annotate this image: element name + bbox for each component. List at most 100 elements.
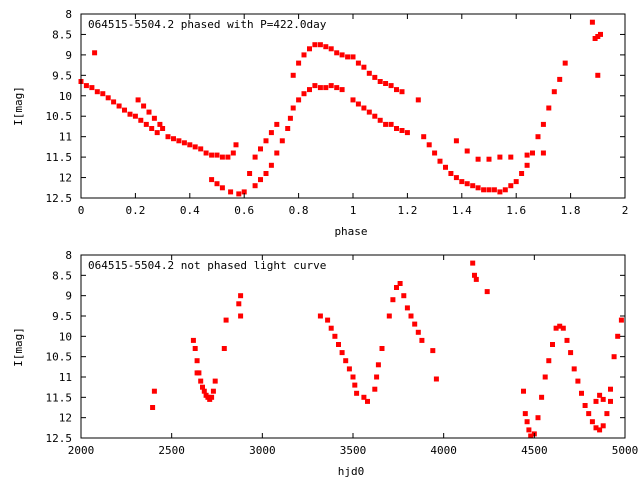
- bottom-y-axis-label: I[mag]: [12, 327, 25, 367]
- bottom-y-tick-label: 8.5: [52, 269, 72, 282]
- top-data-point: [513, 179, 519, 185]
- top-data-point: [383, 81, 389, 86]
- top-x-tick-label: 1.6: [506, 204, 526, 217]
- top-data-point: [453, 175, 459, 181]
- bottom-data-point: [397, 281, 403, 286]
- bottom-data-point: [404, 305, 410, 311]
- top-data-point: [453, 138, 459, 144]
- top-data-point: [475, 185, 481, 191]
- bottom-data-point: [472, 272, 477, 278]
- top-data-point: [592, 36, 598, 41]
- top-x-tick-label: 0: [78, 204, 85, 217]
- top-data-point: [290, 105, 296, 111]
- top-data-point: [491, 187, 497, 193]
- top-y-tick-label: 12.5: [46, 192, 73, 205]
- bottom-data-point: [473, 276, 479, 282]
- bottom-data-point: [238, 293, 244, 299]
- top-data-point: [470, 183, 476, 189]
- top-data-point: [92, 50, 98, 56]
- top-data-point: [122, 107, 127, 113]
- top-y-tick-label: 8: [65, 8, 72, 21]
- top-data-point: [127, 111, 133, 117]
- bottom-data-point: [600, 423, 606, 429]
- top-data-point: [301, 52, 307, 58]
- bottom-data-point: [210, 388, 216, 394]
- bottom-y-tick-label: 8: [65, 249, 72, 262]
- top-data-point: [394, 126, 399, 131]
- bottom-data-point: [615, 333, 621, 339]
- bottom-data-point: [597, 427, 603, 433]
- top-data-point: [187, 142, 193, 148]
- top-data-point: [323, 44, 329, 50]
- top-data-point: [519, 171, 525, 176]
- top-data-point: [214, 181, 220, 187]
- top-data-point: [377, 79, 383, 84]
- top-data-point: [432, 150, 438, 156]
- top-data-point: [437, 158, 443, 164]
- top-y-axis-label: I[mag]: [12, 86, 25, 126]
- top-x-axis-label: phase: [334, 225, 367, 238]
- top-data-point: [258, 146, 263, 152]
- top-data-point: [399, 128, 405, 133]
- top-data-point: [230, 150, 236, 156]
- bottom-x-tick-label: 2000: [68, 444, 95, 457]
- bottom-data-point: [194, 358, 200, 364]
- top-data-point: [317, 42, 323, 48]
- bottom-y-tick-label: 9.5: [52, 310, 72, 323]
- top-data-point: [89, 85, 95, 91]
- top-data-point: [116, 103, 122, 109]
- top-data-point: [219, 185, 225, 191]
- bottom-data-point: [557, 323, 563, 329]
- bottom-data-point: [339, 350, 345, 356]
- top-data-point: [233, 142, 239, 148]
- top-data-point: [557, 76, 563, 82]
- top-x-tick-label: 0.2: [125, 204, 145, 217]
- top-x-tick-label: 1: [350, 204, 357, 217]
- bottom-data-point: [194, 370, 200, 376]
- top-data-point: [105, 95, 111, 101]
- bottom-data-point: [542, 374, 548, 380]
- bottom-data-point: [350, 374, 356, 380]
- top-data-point: [160, 126, 166, 131]
- top-data-point: [546, 105, 552, 111]
- bottom-y-tick-label: 11.5: [46, 391, 73, 404]
- top-data-point: [481, 187, 487, 193]
- bottom-y-tick-label: 10: [59, 330, 72, 343]
- bottom-data-point: [575, 378, 581, 384]
- top-data-point: [508, 183, 514, 189]
- top-data-point: [203, 150, 209, 156]
- bottom-data-point: [553, 325, 559, 331]
- top-x-tick-label: 0.4: [180, 204, 200, 217]
- top-data-point: [247, 171, 253, 176]
- bottom-y-tick-label: 9: [65, 290, 72, 303]
- bottom-data-point: [415, 329, 421, 335]
- top-data-point: [404, 130, 410, 136]
- bottom-x-tick-label: 4500: [521, 444, 548, 457]
- top-data-point: [268, 130, 274, 136]
- bottom-data-point: [539, 394, 545, 400]
- top-data-point: [328, 83, 334, 89]
- top-data-point: [334, 85, 340, 91]
- top-data-point: [236, 191, 242, 197]
- bottom-data-point: [550, 342, 555, 347]
- top-data-point: [339, 52, 345, 58]
- bottom-data-point: [336, 342, 341, 347]
- bottom-data-point: [586, 411, 592, 417]
- bottom-data-point: [386, 313, 392, 319]
- top-data-point: [355, 60, 361, 66]
- top-data-point: [154, 130, 160, 136]
- bottom-data-point: [317, 313, 323, 319]
- top-data-point: [443, 164, 448, 170]
- top-data-point: [176, 138, 182, 144]
- bottom-x-tick-label: 2500: [158, 444, 185, 457]
- top-data-point: [372, 113, 378, 119]
- bottom-data-point: [390, 297, 396, 303]
- bottom-data-point: [433, 376, 439, 382]
- bottom-y-tick-label: 12: [59, 412, 72, 425]
- bottom-x-tick-label: 3500: [340, 444, 367, 457]
- top-data-point: [214, 152, 220, 158]
- top-data-point: [508, 154, 514, 160]
- top-x-tick-label: 1.8: [561, 204, 581, 217]
- top-data-point: [486, 156, 492, 162]
- bottom-data-point: [201, 388, 207, 394]
